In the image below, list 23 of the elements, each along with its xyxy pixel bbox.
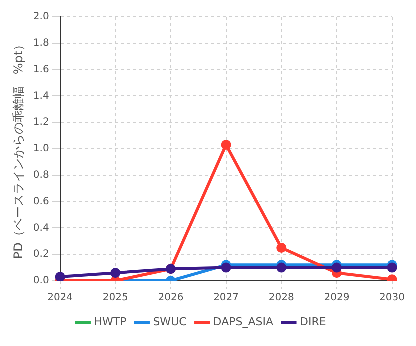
y-tick-label: 1.8 <box>33 38 50 49</box>
y-tick-label: 1.6 <box>33 64 50 76</box>
x-tick-label: 2029 <box>324 292 350 304</box>
x-tick-label: 2030 <box>380 292 405 304</box>
y-tick-label: 0.4 <box>33 222 50 234</box>
y-tick-label: 1.0 <box>33 144 50 155</box>
legend-label: HWTP <box>94 315 128 328</box>
x-tick-label: 2026 <box>158 292 184 304</box>
x-tick-label: 2025 <box>102 292 128 304</box>
y-tick-label: 0.2 <box>33 249 50 260</box>
legend-label: DIRE <box>300 315 326 328</box>
y-tick-label: 1.2 <box>33 117 50 128</box>
y-axis-title: PD（ベースラインからの乖離幅 %pt） <box>11 38 26 260</box>
y-tick-label: 1.4 <box>33 90 50 102</box>
legend-label: SWUC <box>153 315 188 328</box>
y-tick-label: 0.6 <box>33 196 50 208</box>
y-tick-label: 2.0 <box>33 12 50 23</box>
x-tick-label: 2024 <box>48 292 74 304</box>
y-tick-label: 0.8 <box>33 170 50 181</box>
legend-label: DAPS_ASIA <box>213 315 274 328</box>
x-tick-label: 2027 <box>214 292 240 304</box>
x-tick-label: 2028 <box>268 292 294 304</box>
y-tick-label: 0.0 <box>33 276 50 287</box>
